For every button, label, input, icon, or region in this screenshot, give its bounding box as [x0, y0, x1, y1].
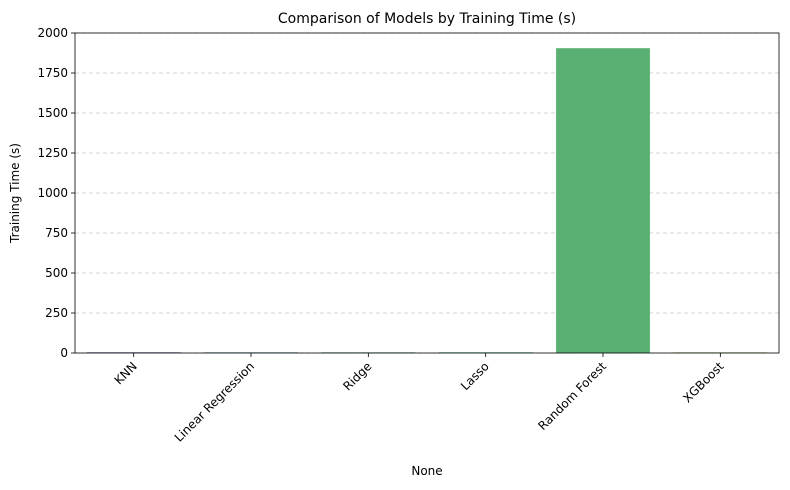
- bars: [86, 48, 768, 353]
- y-tick-label: 1750: [37, 66, 68, 80]
- x-tick-label: Ridge: [340, 359, 374, 393]
- y-tick-label: 750: [45, 226, 68, 240]
- x-tick-label: XGBoost: [680, 359, 726, 405]
- y-tick-label: 250: [45, 306, 68, 320]
- y-tick-label: 0: [60, 346, 68, 360]
- x-axis-label: None: [411, 464, 442, 478]
- y-tick-label: 500: [45, 266, 68, 280]
- y-tick-label: 1500: [37, 106, 68, 120]
- chart-title: Comparison of Models by Training Time (s…: [278, 11, 576, 27]
- y-tick-label: 1250: [37, 146, 68, 160]
- y-axis-label: Training Time (s): [8, 143, 22, 244]
- plot-frame: [74, 32, 780, 354]
- x-tick-label: Linear Regression: [172, 359, 257, 444]
- bar-random-forest: [556, 48, 650, 353]
- axes: 0 250 500 750 1000 1250 1500 1750 2000 KNN Linear …: [37, 26, 780, 445]
- y-tick-label: 2000: [37, 26, 68, 40]
- grid-lines: [75, 32, 779, 354]
- x-tick-label: Random Forest: [535, 359, 609, 433]
- x-tick-label: Lasso: [458, 359, 492, 393]
- y-tick-label: 1000: [37, 186, 68, 200]
- x-tick-label: KNN: [112, 359, 140, 387]
